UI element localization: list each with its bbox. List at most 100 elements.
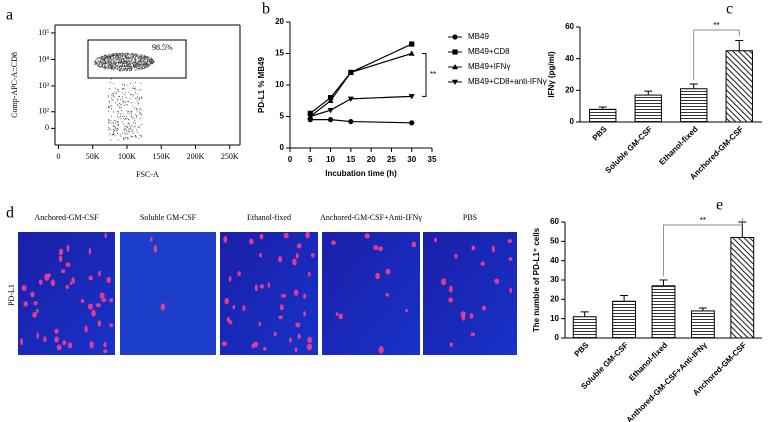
stained-cell — [441, 278, 447, 286]
event-dot — [121, 132, 123, 134]
event-dot — [147, 60, 149, 62]
event-dot — [149, 62, 151, 64]
event-dot — [123, 131, 125, 133]
event-dot — [138, 98, 140, 100]
stained-cell — [109, 298, 114, 303]
event-dot — [135, 58, 138, 61]
stained-cell — [80, 299, 85, 303]
event-dot — [126, 127, 128, 129]
event-dot — [126, 64, 129, 66]
stained-cell — [377, 246, 383, 252]
event-dot — [144, 62, 146, 64]
event-dot — [140, 109, 142, 111]
event-dot — [117, 113, 119, 115]
event-dot — [117, 139, 119, 141]
stained-cell — [470, 332, 476, 337]
event-dot — [95, 63, 97, 65]
event-dot — [135, 136, 137, 138]
stained-cell — [46, 273, 51, 278]
event-dot — [118, 69, 121, 71]
stained-cell — [248, 238, 254, 245]
event-dot — [144, 55, 146, 57]
event-dot — [133, 119, 135, 121]
event-dot — [132, 95, 134, 97]
error-bar — [620, 294, 629, 302]
event-dot — [129, 63, 131, 65]
event-dot — [112, 62, 114, 64]
event-dot — [116, 64, 118, 67]
event-dot — [120, 56, 123, 58]
event-dot — [130, 68, 132, 70]
event-dot — [118, 90, 120, 92]
event-dot — [132, 105, 134, 107]
event-dot — [139, 113, 141, 115]
event-dot — [137, 103, 139, 105]
event-dot — [141, 97, 143, 99]
event-dot — [131, 136, 133, 138]
event-dot — [127, 52, 129, 54]
event-dot — [112, 92, 114, 94]
event-dot — [135, 108, 137, 110]
event-dot — [129, 67, 131, 70]
event-dot — [123, 137, 125, 139]
event-dot — [130, 115, 132, 117]
event-dot — [100, 56, 103, 59]
event-dot — [116, 130, 118, 132]
event-dot — [135, 53, 137, 55]
event-dot — [132, 87, 134, 89]
event-dot — [128, 113, 130, 115]
stained-cell — [385, 268, 391, 275]
event-dot — [114, 102, 116, 104]
event-dot — [108, 57, 110, 59]
event-dot — [147, 66, 149, 68]
event-dot — [116, 115, 118, 117]
event-dot — [136, 129, 138, 131]
event-dot — [123, 65, 126, 67]
event-dot — [113, 60, 115, 62]
event-dot — [127, 84, 129, 86]
event-dot — [128, 122, 130, 124]
event-dot — [117, 103, 119, 105]
event-dot — [110, 61, 112, 64]
event-dot — [133, 126, 135, 128]
event-dot — [119, 116, 121, 118]
stained-cell — [221, 341, 228, 347]
event-dot — [130, 127, 132, 129]
stained-cell — [104, 232, 107, 239]
event-dot — [108, 110, 110, 112]
event-dot — [135, 65, 137, 68]
event-dot — [125, 137, 127, 139]
event-dot — [131, 110, 133, 112]
event-dot — [102, 63, 105, 65]
event-dot — [133, 62, 135, 64]
stained-cell — [307, 271, 311, 277]
event-dot — [126, 133, 128, 135]
event-dot — [111, 61, 113, 63]
event-dot — [123, 83, 125, 85]
event-dot — [108, 59, 111, 61]
event-dot — [123, 58, 125, 61]
event-dot — [119, 57, 121, 59]
event-dot — [117, 68, 119, 70]
stained-cell — [273, 331, 277, 337]
event-dot — [147, 56, 149, 58]
bar — [680, 88, 708, 123]
event-dot — [114, 96, 116, 98]
event-dot — [116, 55, 118, 57]
event-dot — [94, 63, 96, 65]
stained-cell — [43, 336, 47, 343]
event-dot — [113, 131, 115, 133]
event-dot — [123, 100, 125, 102]
event-dot — [125, 55, 128, 57]
event-dot — [137, 108, 139, 110]
event-dot — [119, 134, 121, 136]
event-dot — [139, 109, 141, 111]
stained-cell — [448, 297, 453, 303]
legend-marker — [452, 34, 458, 40]
event-dot — [132, 63, 134, 66]
event-dot — [130, 113, 132, 115]
event-dot — [134, 114, 136, 116]
event-dot — [102, 66, 104, 68]
event-dot — [110, 129, 112, 131]
